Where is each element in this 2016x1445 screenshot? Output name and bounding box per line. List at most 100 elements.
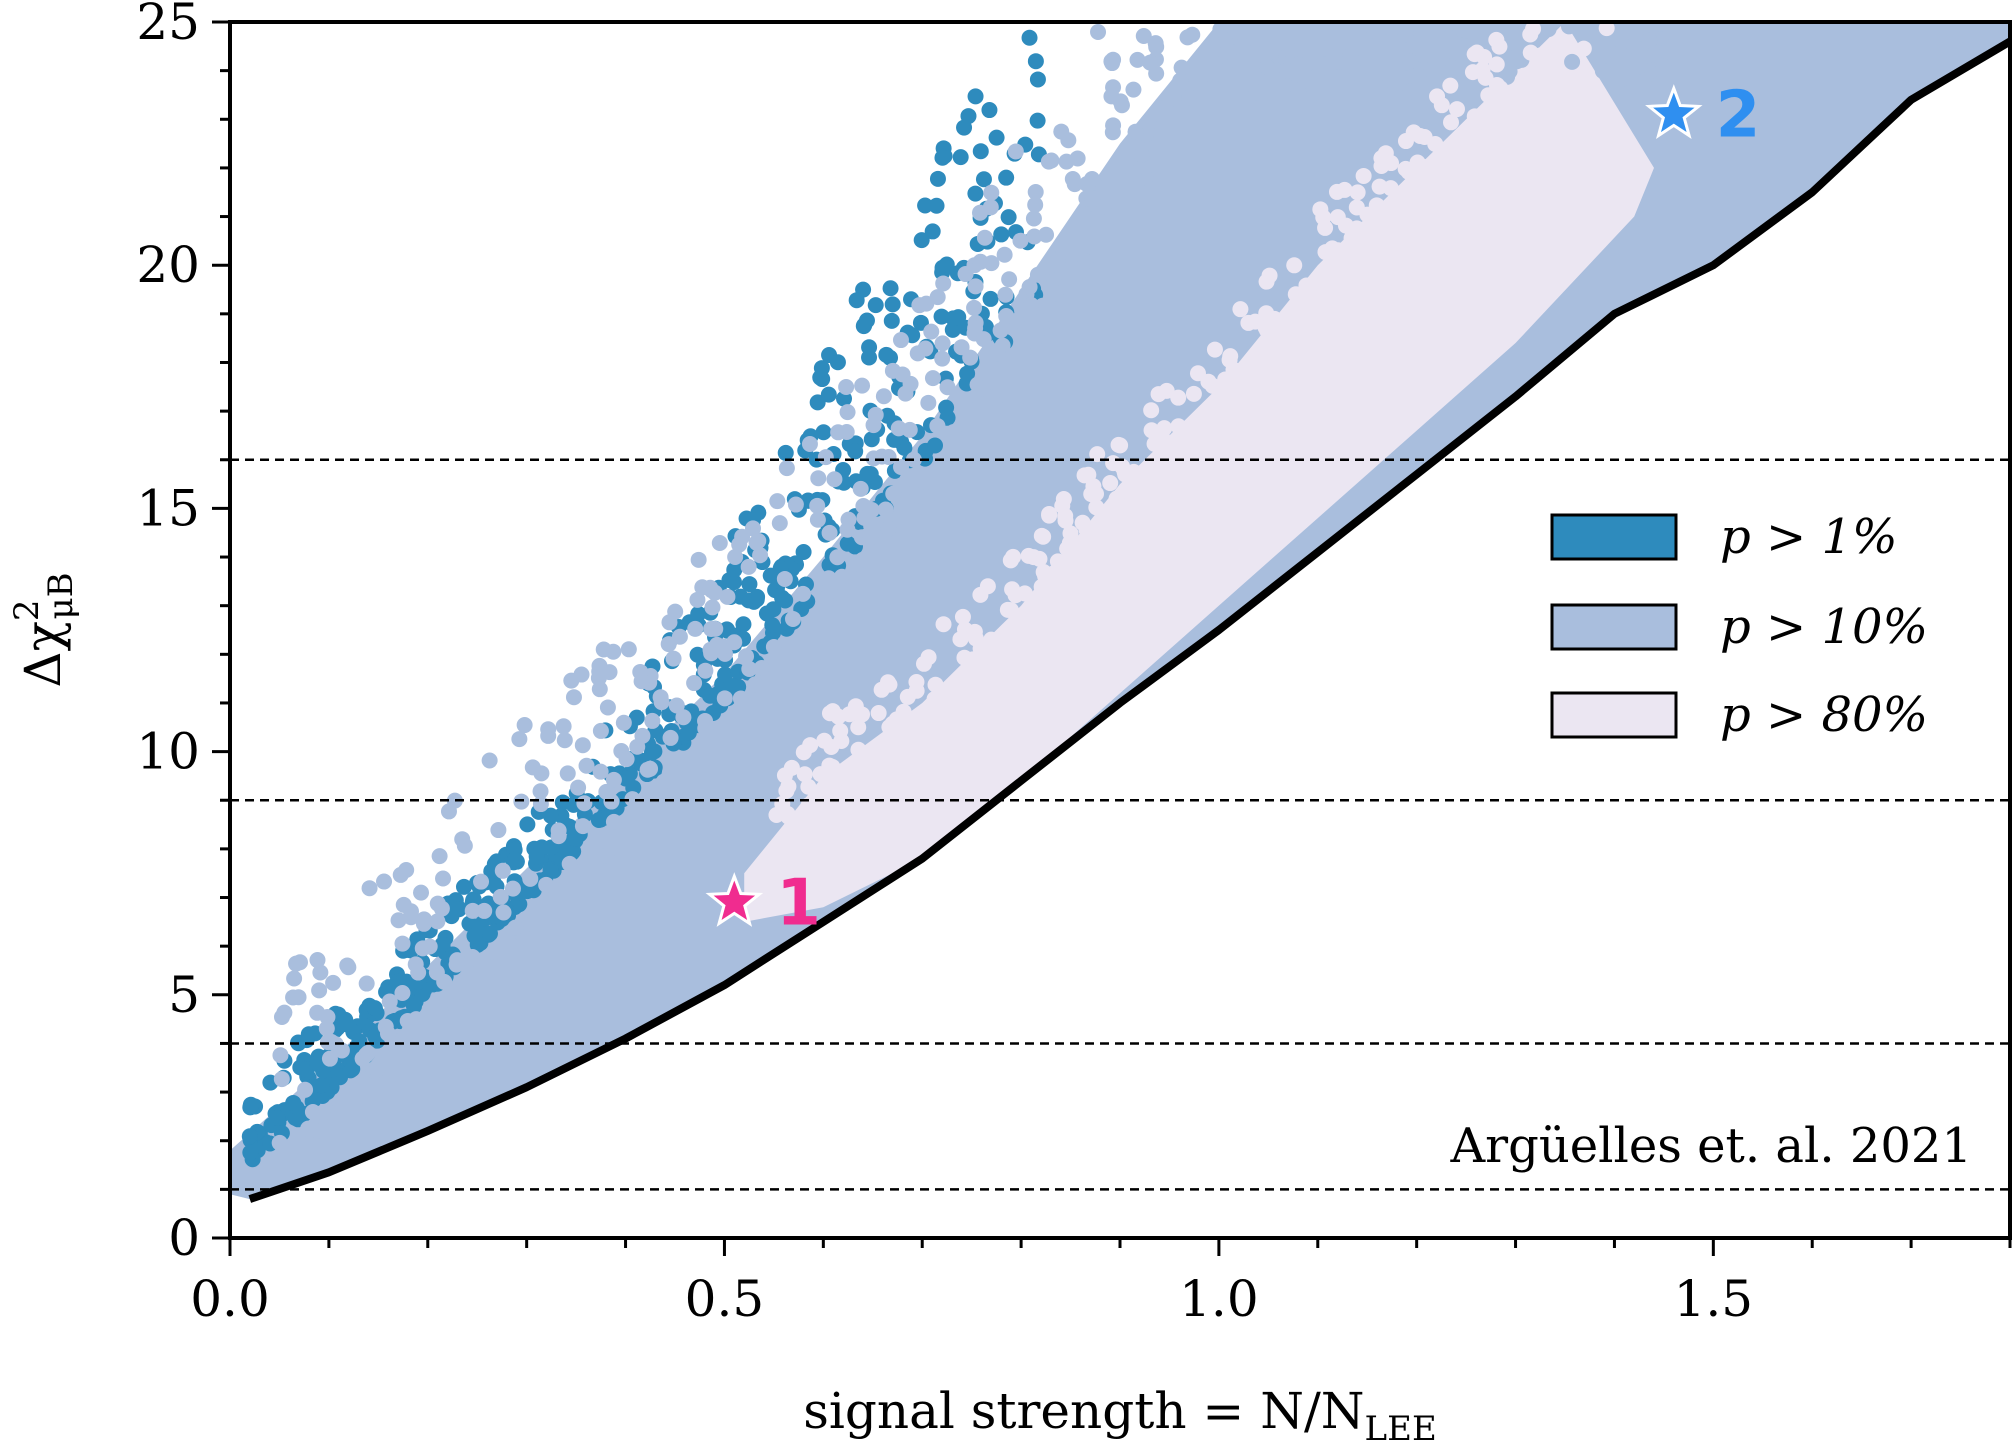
x-axis-title: signal strength = N/NLEE (803, 1382, 1437, 1445)
point-p80 (1525, 22, 1542, 37)
point-p1 (883, 312, 900, 329)
point-p1 (646, 743, 663, 760)
point-p10 (1172, 72, 1189, 89)
point-p10 (731, 536, 748, 553)
point-p10 (599, 699, 616, 716)
point-p10 (924, 370, 941, 387)
point-p10 (911, 297, 928, 314)
point-p80 (1146, 435, 1163, 452)
point-p10 (1655, 58, 1672, 75)
point-p10 (1026, 228, 1043, 245)
point-p80 (1286, 257, 1303, 274)
point-p10 (967, 320, 984, 337)
point-p10 (361, 880, 378, 897)
point-p1 (292, 1105, 309, 1122)
point-p80 (972, 586, 989, 603)
point-p10 (288, 955, 305, 972)
point-p80 (1035, 528, 1052, 545)
point-p10 (1291, 56, 1308, 73)
point-p10 (1047, 285, 1064, 302)
point-p10 (1055, 244, 1072, 261)
point-p1 (928, 197, 945, 214)
point-p80 (1575, 40, 1592, 57)
point-p1 (795, 544, 812, 561)
point-p10 (1125, 165, 1142, 182)
point-p10 (574, 818, 591, 835)
point-p80 (812, 766, 829, 783)
point-p10 (392, 866, 409, 883)
point-p80 (915, 655, 932, 672)
point-p10 (957, 266, 974, 283)
point-p10 (1248, 84, 1265, 101)
point-p10 (379, 1025, 396, 1042)
point-p10 (962, 349, 979, 366)
point-p10 (972, 253, 989, 270)
point-p80 (1170, 418, 1187, 435)
point-p1 (829, 354, 846, 371)
point-p80 (1412, 127, 1429, 144)
point-p10 (414, 940, 431, 957)
point-p10 (875, 388, 892, 405)
point-p80 (1016, 585, 1033, 602)
point-p10 (686, 675, 703, 692)
point-p10 (854, 551, 871, 568)
point-p10 (877, 501, 894, 518)
highlight-label: 2 (1716, 78, 1761, 152)
point-p80 (1057, 512, 1074, 529)
point-p80 (1488, 56, 1505, 73)
point-p80 (800, 778, 817, 795)
point-p10 (967, 278, 984, 295)
point-p80 (1059, 540, 1076, 557)
point-p10 (561, 855, 578, 872)
point-p10 (516, 717, 533, 734)
point-p10 (447, 997, 464, 1014)
point-p10 (1310, 22, 1327, 39)
point-p10 (769, 493, 786, 510)
point-p10 (750, 532, 767, 549)
point-p10 (1038, 226, 1055, 243)
point-p80 (1089, 446, 1106, 463)
point-p10 (902, 375, 919, 392)
point-p10 (507, 919, 524, 936)
point-p10 (435, 870, 452, 887)
point-p10 (771, 515, 788, 532)
point-p10 (794, 585, 811, 602)
point-p10 (1281, 41, 1298, 58)
point-p10 (1402, 83, 1419, 100)
point-p10 (504, 880, 521, 897)
point-p80 (1195, 412, 1212, 429)
point-p10 (703, 620, 720, 637)
point-p10 (727, 548, 744, 565)
citation-annotation: Argüelles et. al. 2021 (1449, 1118, 1972, 1174)
point-p10 (776, 570, 793, 587)
point-p10 (476, 902, 493, 919)
point-p1 (882, 280, 899, 297)
point-p10 (992, 322, 1009, 339)
point-p80 (1108, 490, 1125, 507)
point-p80 (1377, 145, 1394, 162)
point-p10 (1157, 99, 1174, 116)
point-p10 (429, 913, 446, 930)
point-p1 (242, 1096, 259, 1113)
point-p1 (481, 925, 498, 942)
point-p10 (570, 779, 587, 796)
point-p1 (913, 232, 930, 249)
y-tick-label: 10 (136, 723, 200, 781)
point-p1 (934, 149, 951, 166)
point-p80 (1337, 217, 1354, 234)
point-p80 (1537, 52, 1554, 69)
point-p80 (1105, 455, 1122, 472)
point-p10 (639, 761, 656, 778)
point-p80 (1491, 93, 1508, 110)
point-p10 (920, 394, 937, 411)
point-p80 (1226, 362, 1243, 379)
point-p80 (1258, 305, 1275, 322)
point-p80 (1349, 184, 1366, 201)
y-tick-label: 5 (168, 966, 200, 1024)
point-p80 (824, 758, 841, 775)
point-p10 (1015, 343, 1032, 360)
point-p80 (1522, 44, 1539, 61)
point-p10 (675, 709, 692, 726)
point-p10 (592, 722, 609, 739)
